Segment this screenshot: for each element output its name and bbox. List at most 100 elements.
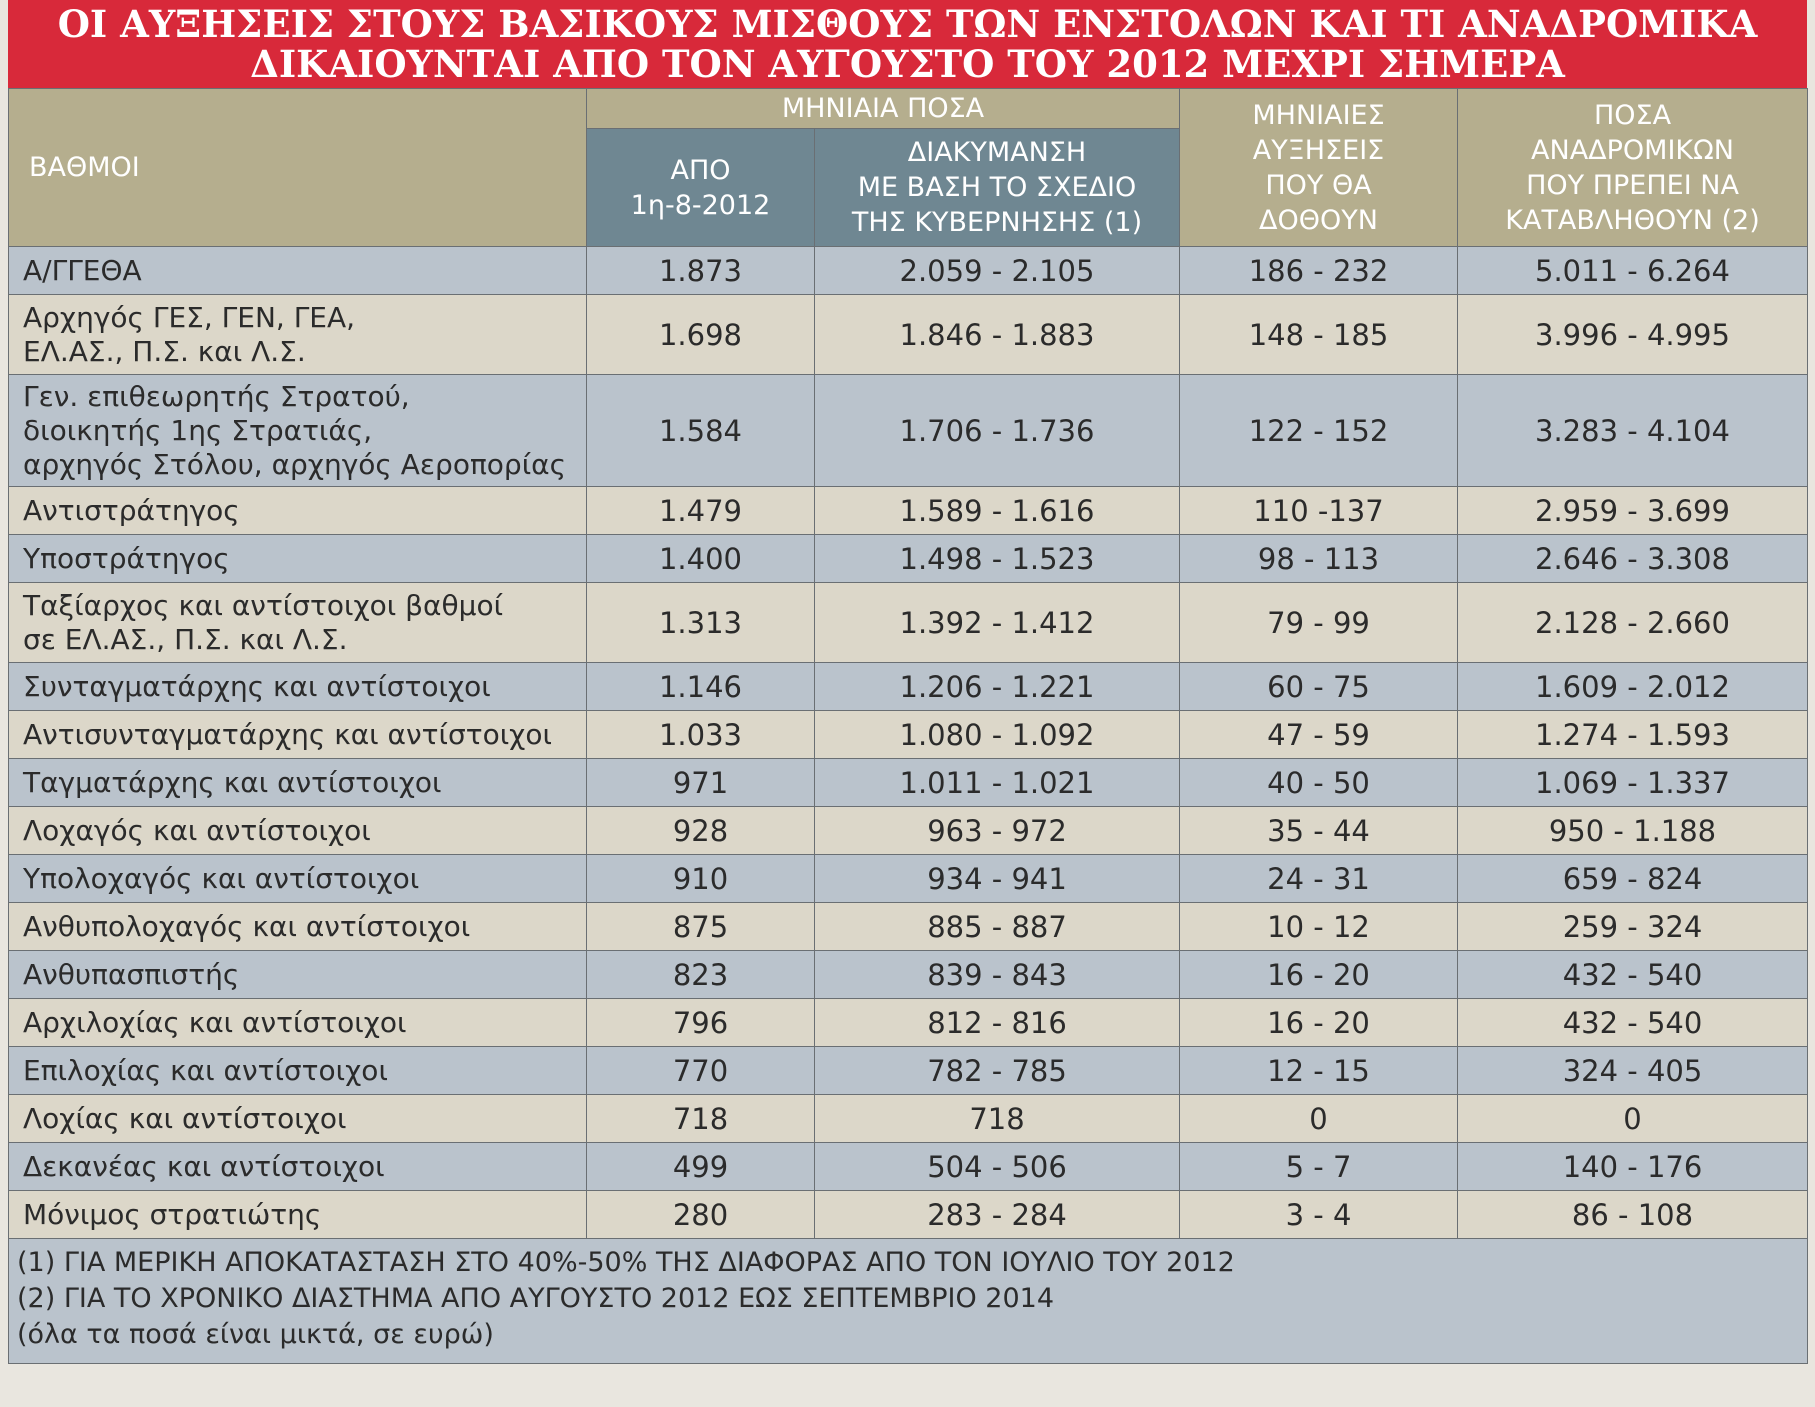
table-row: Υποστράτηγος 1.400 1.498 - 1.523 98 - 113 2.… bbox=[8, 534, 1808, 583]
footnote-1: (1) ΓΙΑ ΜΕΡΙΚΗ ΑΠΟΚΑΤΑΣΤΑΣΗ ΣΤΟ 40%-50% … bbox=[17, 1247, 1235, 1278]
from-value-cell: 499 bbox=[586, 1142, 815, 1191]
from-value-cell: 1.698 bbox=[586, 294, 815, 375]
from-value-cell: 1.584 bbox=[586, 374, 815, 487]
increase-value-cell: 35 - 44 bbox=[1179, 806, 1458, 855]
rank-line: ΕΛ.ΑΣ., Π.Σ. και Λ.Σ. bbox=[23, 334, 306, 368]
range-value-cell: 1.206 - 1.221 bbox=[814, 662, 1180, 711]
range-value-cell: 1.589 - 1.616 bbox=[814, 486, 1180, 535]
range-value-cell: 963 - 972 bbox=[814, 806, 1180, 855]
rank-line: σε ΕΛ.ΑΣ., Π.Σ. και Λ.Σ. bbox=[23, 622, 348, 656]
rank-line: Αρχιλοχίας και αντίστοιχοι bbox=[23, 1005, 407, 1039]
range-value-cell: 839 - 843 bbox=[814, 950, 1180, 999]
table-row: Ταξίαρχος και αντίστοιχοι βαθμοί σε ΕΛ.ΑΣ… bbox=[8, 582, 1808, 663]
rank-cell: Ταγματάρχης και αντίστοιχοι bbox=[8, 758, 587, 807]
from-value-cell: 1.400 bbox=[586, 534, 815, 583]
from-value-cell: 770 bbox=[586, 1046, 815, 1095]
rank-cell: Υποστράτηγος bbox=[8, 534, 587, 583]
increase-value-cell: 16 - 20 bbox=[1179, 998, 1458, 1047]
rank-line: Ταγματάρχης και αντίστοιχοι bbox=[23, 765, 442, 799]
rank-cell: Ανθυπολοχαγός και αντίστοιχοι bbox=[8, 902, 587, 951]
rank-cell: Γεν. επιθεωρητής Στρατού, διοικητής 1ης Σ… bbox=[8, 374, 587, 487]
increase-value-cell: 10 - 12 bbox=[1179, 902, 1458, 951]
header-monthly-amounts: ΜΗΝΙΑΙΑ ΠΟΣΑ bbox=[586, 88, 1180, 129]
rank-line: Συνταγματάρχης και αντίστοιχοι bbox=[23, 669, 491, 703]
from-value-cell: 1.146 bbox=[586, 662, 815, 711]
header-range: ΔΙΑΚΥΜΑΝΣΗ ΜΕ ΒΑΣΗ ΤΟ ΣΧΕΔΙΟ ΤΗΣ ΚΥΒΕΡΝΗ… bbox=[814, 128, 1180, 247]
table-header: ΒΑΘΜΟΙ ΜΗΝΙΑΙΑ ΠΟΣΑ ΜΗΝΙΑΙΕΣ ΑΥΞΗΣΕΙΣ ΠΟ… bbox=[8, 88, 1808, 247]
table-row: Δεκανέας και αντίστοιχοι 499 504 - 506 5 - … bbox=[8, 1142, 1808, 1191]
backpay-value-cell: 1.069 - 1.337 bbox=[1457, 758, 1808, 807]
rank-line: Αρχηγός ΓΕΣ, ΓΕΝ, ΓΕΑ, bbox=[23, 300, 356, 334]
table-row: Υπολοχαγός και αντίστοιχοι 910 934 - 941 24… bbox=[8, 854, 1808, 903]
rank-line: Αντιστράτηγος bbox=[23, 493, 240, 527]
header-ranks: ΒΑΘΜΟΙ bbox=[8, 88, 587, 247]
table-row: Αντισυνταγματάρχης και αντίστοιχοι 1.033 1… bbox=[8, 710, 1808, 759]
header-monthly-increases: ΜΗΝΙΑΙΕΣ ΑΥΞΗΣΕΙΣ ΠΟΥ ΘΑ ΔΟΘΟΥΝ bbox=[1179, 88, 1458, 247]
table-row: Ανθυπολοχαγός και αντίστοιχοι 875 885 - 88… bbox=[8, 902, 1808, 951]
rank-line: Επιλοχίας και αντίστοιχοι bbox=[23, 1053, 388, 1087]
rank-line: Ανθυπολοχαγός και αντίστοιχοι bbox=[23, 909, 471, 943]
range-value-cell: 782 - 785 bbox=[814, 1046, 1180, 1095]
from-value-cell: 1.033 bbox=[586, 710, 815, 759]
header-backpay: ΠΟΣΑ ΑΝΑΔΡΟΜΙΚΩΝ ΠΟΥ ΠΡΕΠΕΙ ΝΑ ΚΑΤΑΒΛΗΘΟ… bbox=[1457, 88, 1808, 247]
from-value-cell: 823 bbox=[586, 950, 815, 999]
table-row: Ταγματάρχης και αντίστοιχοι 971 1.011 - 1.… bbox=[8, 758, 1808, 807]
table-body: Α/ΓΓΕΘΑ 1.873 2.059 - 2.105 186 - 232 5.011 … bbox=[8, 246, 1808, 1239]
increase-value-cell: 79 - 99 bbox=[1179, 582, 1458, 663]
range-value-cell: 283 - 284 bbox=[814, 1190, 1180, 1239]
range-value-cell: 2.059 - 2.105 bbox=[814, 246, 1180, 295]
backpay-value-cell: 1.609 - 2.012 bbox=[1457, 662, 1808, 711]
table-row: Μόνιμος στρατιώτης 280 283 - 284 3 - 4 86 - … bbox=[8, 1190, 1808, 1239]
backpay-value-cell: 432 - 540 bbox=[1457, 998, 1808, 1047]
footnote-2: (2) ΓΙΑ ΤΟ ΧΡΟΝΙΚΟ ΔΙΑΣΤΗΜΑ ΑΠΟ ΑΥΓΟΥΣΤΟ… bbox=[17, 1283, 1055, 1314]
rank-cell: Δεκανέας και αντίστοιχοι bbox=[8, 1142, 587, 1191]
backpay-value-cell: 324 - 405 bbox=[1457, 1046, 1808, 1095]
backpay-value-cell: 86 - 108 bbox=[1457, 1190, 1808, 1239]
rank-line: Ταξίαρχος και αντίστοιχοι βαθμοί bbox=[23, 588, 504, 622]
rank-cell: Μόνιμος στρατιώτης bbox=[8, 1190, 587, 1239]
increase-value-cell: 16 - 20 bbox=[1179, 950, 1458, 999]
title-line-2: ΔΙΚΑΙΟΥΝΤΑΙ ΑΠΟ ΤΟΝ ΑΥΓΟΥΣΤΟ ΤΟΥ 2012 ΜΕ… bbox=[250, 42, 1565, 86]
rank-cell: Ταξίαρχος και αντίστοιχοι βαθμοί σε ΕΛ.ΑΣ… bbox=[8, 582, 587, 663]
increase-value-cell: 122 - 152 bbox=[1179, 374, 1458, 487]
backpay-value-cell: 3.283 - 4.104 bbox=[1457, 374, 1808, 487]
increase-value-cell: 40 - 50 bbox=[1179, 758, 1458, 807]
backpay-value-cell: 950 - 1.188 bbox=[1457, 806, 1808, 855]
from-value-cell: 796 bbox=[586, 998, 815, 1047]
increase-value-cell: 0 bbox=[1179, 1094, 1458, 1143]
from-value-cell: 875 bbox=[586, 902, 815, 951]
page-title: ΟΙ ΑΥΞΗΣΕΙΣ ΣΤΟΥΣ ΒΑΣΙΚΟΥΣ ΜΙΣΘΟΥΣ ΤΩΝ Ε… bbox=[8, 0, 1807, 88]
footnote-3: (όλα τα ποσά είναι μικτά, σε ευρώ) bbox=[17, 1319, 494, 1350]
backpay-value-cell: 659 - 824 bbox=[1457, 854, 1808, 903]
rank-cell: Υπολοχαγός και αντίστοιχοι bbox=[8, 854, 587, 903]
from-value-cell: 718 bbox=[586, 1094, 815, 1143]
rank-line: Λοχαγός και αντίστοιχοι bbox=[23, 813, 371, 847]
rank-line: Γεν. επιθεωρητής Στρατού, bbox=[23, 379, 410, 413]
increase-value-cell: 60 - 75 bbox=[1179, 662, 1458, 711]
from-value-cell: 1.479 bbox=[586, 486, 815, 535]
table-row: Επιλοχίας και αντίστοιχοι 770 782 - 785 12 … bbox=[8, 1046, 1808, 1095]
backpay-value-cell: 2.128 - 2.660 bbox=[1457, 582, 1808, 663]
from-value-cell: 1.873 bbox=[586, 246, 815, 295]
rank-line: Αντισυνταγματάρχης και αντίστοιχοι bbox=[23, 717, 552, 751]
table-row: Λοχίας και αντίστοιχοι 718 718 0 0 bbox=[8, 1094, 1808, 1143]
backpay-value-cell: 0 bbox=[1457, 1094, 1808, 1143]
table-row: Αρχηγός ΓΕΣ, ΓΕΝ, ΓΕΑ, ΕΛ.ΑΣ., Π.Σ. και Λ… bbox=[8, 294, 1808, 375]
rank-cell: Λοχαγός και αντίστοιχοι bbox=[8, 806, 587, 855]
range-value-cell: 1.392 - 1.412 bbox=[814, 582, 1180, 663]
table-row: Γεν. επιθεωρητής Στρατού, διοικητής 1ης Σ… bbox=[8, 374, 1808, 487]
backpay-value-cell: 2.959 - 3.699 bbox=[1457, 486, 1808, 535]
rank-cell: Λοχίας και αντίστοιχοι bbox=[8, 1094, 587, 1143]
rank-cell: Α/ΓΓΕΘΑ bbox=[8, 246, 587, 295]
salary-table: ΒΑΘΜΟΙ ΜΗΝΙΑΙΑ ΠΟΣΑ ΜΗΝΙΑΙΕΣ ΑΥΞΗΣΕΙΣ ΠΟ… bbox=[8, 88, 1808, 1364]
rank-cell: Επιλοχίας και αντίστοιχοι bbox=[8, 1046, 587, 1095]
from-value-cell: 910 bbox=[586, 854, 815, 903]
title-line-1: ΟΙ ΑΥΞΗΣΕΙΣ ΣΤΟΥΣ ΒΑΣΙΚΟΥΣ ΜΙΣΘΟΥΣ ΤΩΝ Ε… bbox=[57, 2, 1758, 46]
increase-value-cell: 5 - 7 bbox=[1179, 1142, 1458, 1191]
range-value-cell: 1.498 - 1.523 bbox=[814, 534, 1180, 583]
header-from-date: ΑΠΟ 1η-8-2012 bbox=[586, 128, 815, 247]
rank-line: διοικητής 1ης Στρατιάς, bbox=[23, 413, 373, 447]
table-row: Αρχιλοχίας και αντίστοιχοι 796 812 - 816 16… bbox=[8, 998, 1808, 1047]
table-row: Αντιστράτηγος 1.479 1.589 - 1.616 110 -137 2… bbox=[8, 486, 1808, 535]
increase-value-cell: 110 -137 bbox=[1179, 486, 1458, 535]
